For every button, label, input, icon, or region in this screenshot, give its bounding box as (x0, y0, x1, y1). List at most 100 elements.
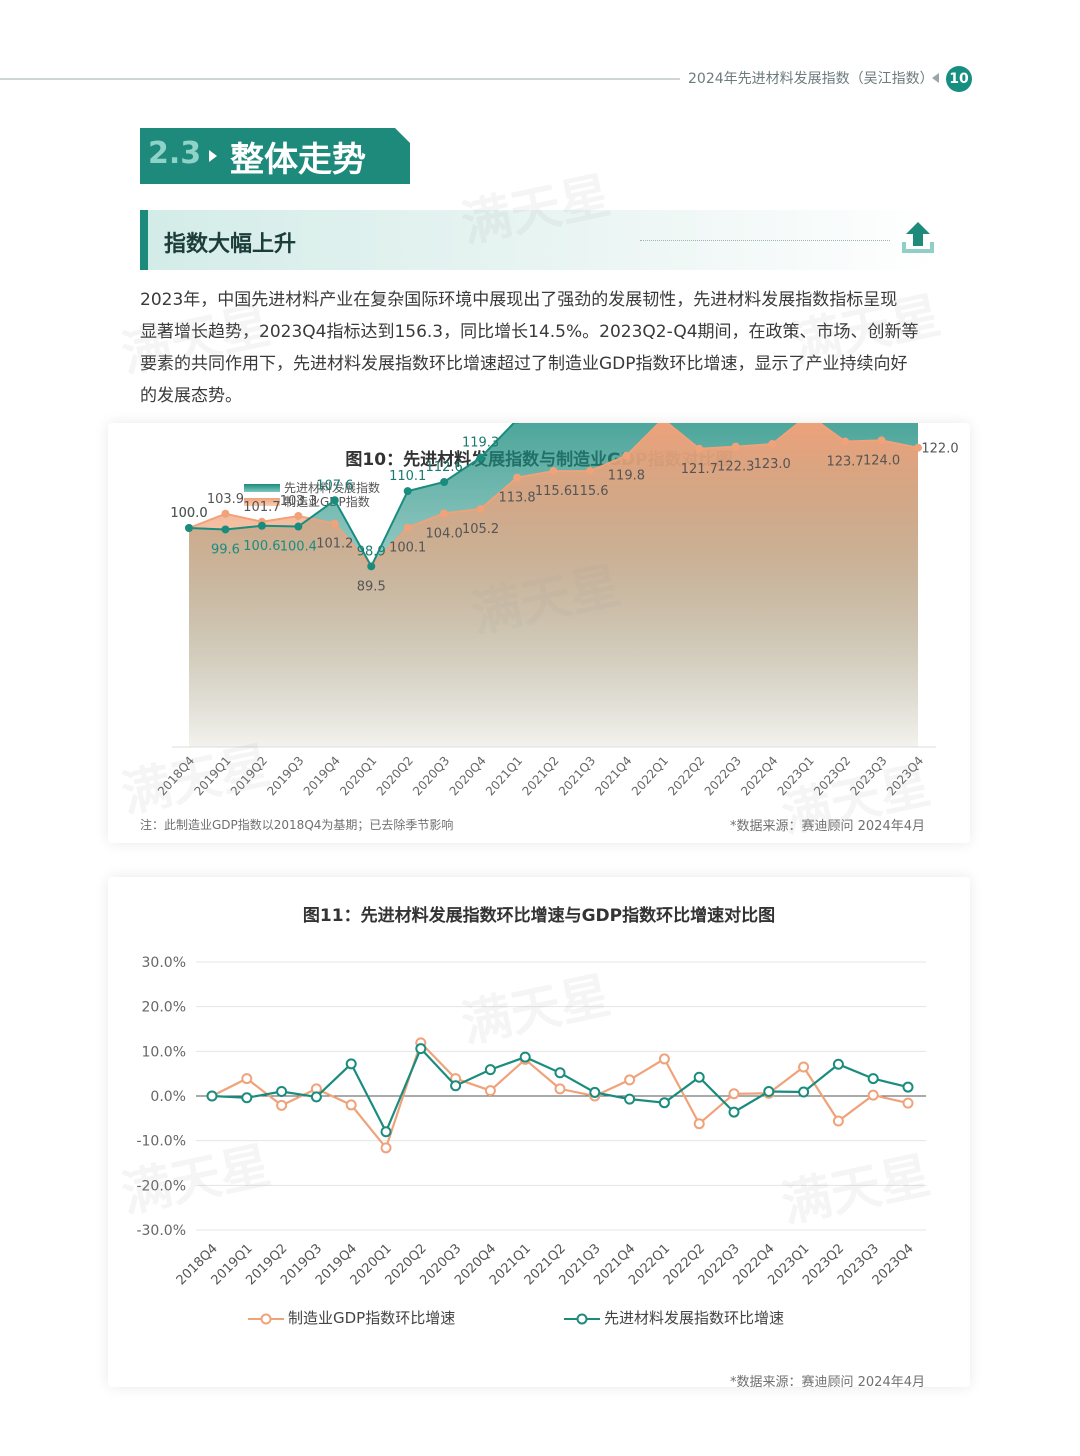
data-point-orange (476, 505, 485, 514)
report-title: 2024年先进材料发展指数（吴江指数） (688, 71, 934, 87)
subsection-title: 指数大幅上升 (164, 232, 297, 257)
data-source: *数据来源：赛迪顾问 2024年4月 (730, 819, 925, 834)
data-label-orange: 123.7 (826, 454, 863, 469)
page-number-badge: 10 (946, 66, 972, 92)
x-tick-label: 2023Q1 (775, 754, 817, 799)
paragraph-line: 的发展态势。 (140, 386, 242, 406)
paragraph-line: 显著增长趋势，2023Q4指标达到156.3，同比增长14.5%。2023Q2-… (140, 322, 919, 342)
data-point-orange (276, 1099, 288, 1111)
legend-item-teal: 先进材料发展指数环比增速 (564, 1307, 784, 1328)
left-arrow-icon (932, 73, 939, 83)
data-label-teal: 112.6 (426, 460, 463, 475)
data-label-orange: 124.0 (863, 453, 900, 468)
data-label-teal: 98.9 (357, 544, 386, 559)
data-point-teal (484, 1064, 496, 1076)
data-point-teal (206, 1090, 218, 1102)
data-point-orange (513, 473, 522, 482)
legend-swatch (244, 498, 280, 506)
section-title: 整体走势 (230, 140, 366, 180)
data-point-orange (624, 1074, 636, 1086)
chart-title: 图11：先进材料发展指数环比增速与GDP指数环比增速对比图 (302, 906, 776, 926)
data-point-teal (310, 1091, 322, 1103)
series-line-teal (188, 423, 516, 569)
x-tick-label: 2019Q2 (228, 754, 270, 799)
data-point-teal (380, 1126, 392, 1138)
x-tick-label: 2020Q2 (374, 754, 416, 799)
data-point-orange (914, 443, 922, 452)
x-tick-label: 2021Q2 (519, 754, 561, 799)
x-tick-label: 2020Q3 (410, 754, 452, 799)
section-heading-box (140, 128, 410, 184)
data-point-teal (345, 1058, 357, 1070)
data-label-teal: 100.4 (280, 540, 317, 555)
data-point-orange (241, 1073, 253, 1085)
data-label-teal: 100.6 (243, 539, 280, 554)
x-tick-label: 2018Q4 (155, 754, 197, 799)
legend-marker (564, 1313, 600, 1324)
data-point-teal (367, 562, 376, 571)
data-point-teal (519, 1051, 531, 1063)
paragraph-line: 2023年，中国先进材料产业在复杂国际环境中展现出了强劲的发展韧性，先进材料发展… (140, 290, 898, 310)
data-point-teal (554, 1067, 566, 1079)
chart-card-fig11: 图11：先进材料发展指数环比增速与GDP指数环比增速对比图 30.0% 20.0%… (108, 877, 970, 1387)
data-point-teal (589, 1086, 601, 1098)
data-label-orange: 121.7 (681, 462, 718, 477)
data-point-orange (549, 467, 558, 476)
x-tick-label: 2021Q3 (556, 754, 598, 799)
data-point-orange (622, 451, 631, 460)
data-point-orange (798, 1061, 810, 1073)
x-tick-label: 2021Q1 (483, 754, 525, 799)
data-point-orange (484, 1085, 496, 1097)
data-label-orange: 115.6 (571, 484, 608, 499)
data-source: *数据来源：赛迪顾问 2024年4月 (730, 1375, 925, 1390)
data-point-teal (867, 1073, 879, 1085)
x-tick-label: 2020Q4 (447, 754, 489, 799)
data-label-orange: 123.0 (754, 457, 791, 472)
data-label-orange: 119.8 (608, 469, 645, 484)
data-point-orange (902, 1097, 914, 1109)
header-rule (0, 78, 680, 80)
data-point-teal (514, 423, 520, 424)
data-point-teal (693, 1071, 705, 1083)
growth-line-chart: 30.0%20.0%10.0%0.0%-10.0%-20.0%-30.0%201… (136, 955, 926, 1288)
play-arrow-icon (209, 150, 217, 162)
paragraph-line: 要素的共同作用下，先进材料发展指数环比增速超过了制造业GDP指数环比增速，显示了… (140, 354, 908, 374)
data-label-orange: 113.8 (498, 491, 535, 506)
data-point-orange (585, 467, 594, 476)
x-tick-label: 2022Q4 (738, 754, 780, 799)
subsection-accent (140, 210, 148, 270)
data-point-orange (695, 444, 704, 453)
x-tick-label: 2019Q4 (301, 754, 343, 799)
series-area-orange (189, 423, 918, 747)
legend-swatch (244, 484, 280, 492)
x-tick-label: 2023Q3 (848, 754, 890, 799)
data-point-teal (221, 525, 230, 534)
y-tick-label: -10.0% (136, 1134, 186, 1150)
legend-marker (248, 1313, 284, 1324)
data-label-teal: 100.0 (170, 506, 207, 521)
data-label-teal: 119.3 (462, 436, 499, 451)
data-point-teal (658, 1097, 670, 1109)
legend-label: 制造业GDP指数 (284, 495, 370, 509)
y-tick-label: 10.0% (142, 1044, 186, 1060)
data-point-teal (832, 1058, 844, 1070)
data-label-teal: 99.6 (211, 542, 240, 557)
upload-arrow-icon (902, 222, 934, 253)
x-tick-label: 2022Q2 (665, 754, 707, 799)
data-point-teal (450, 1080, 462, 1092)
body-paragraph: 2023年，中国先进材料产业在复杂国际环境中展现出了强劲的发展韧性，先进材料发展… (140, 284, 940, 412)
data-label-teal: 110.1 (389, 469, 426, 484)
data-point-teal (257, 521, 266, 530)
data-point-teal (294, 522, 303, 531)
section-number: 2.3 (148, 136, 202, 171)
data-point-teal (241, 1092, 253, 1104)
data-point-orange (841, 437, 850, 446)
data-label-orange: 103.3 (280, 494, 317, 509)
legend-label: 先进材料发展指数环比增速 (604, 1309, 785, 1327)
data-point-teal (440, 478, 449, 487)
x-tick-label: 2019Q3 (264, 754, 306, 799)
y-tick-label: 30.0% (142, 955, 186, 971)
x-tick-label: 2023Q2 (811, 754, 853, 799)
data-point-orange (294, 511, 303, 520)
